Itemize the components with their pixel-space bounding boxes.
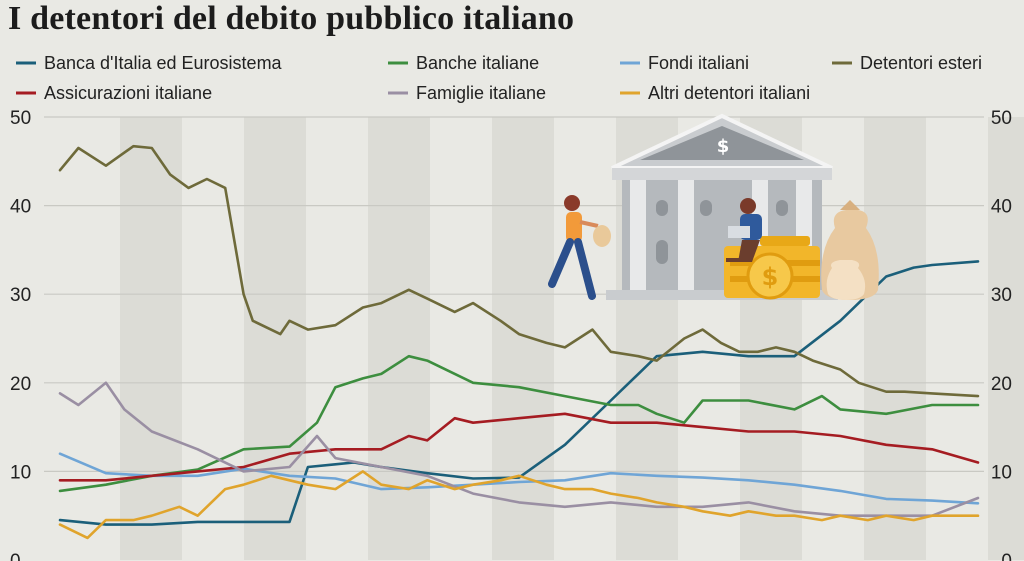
legend-label-5: Famiglie italiane: [416, 83, 546, 103]
y-tick-right: 0: [1001, 551, 1012, 561]
y-tick-left: 20: [10, 374, 31, 395]
legend-label-0: Banca d'Italia ed Eurosistema: [44, 53, 283, 73]
legend-label-2: Fondi italiani: [648, 53, 749, 73]
woman-running-icon: [548, 195, 611, 300]
y-tick-left: 40: [10, 197, 31, 218]
series-lines: [58, 144, 980, 540]
legend-label-1: Banche italiane: [416, 53, 539, 73]
series-line-3: [58, 144, 980, 398]
y-tick-left: 0: [10, 551, 21, 561]
series-line-4: [58, 412, 980, 482]
legend-label-4: Assicurazioni italiane: [44, 83, 212, 103]
y-axis-left: 0 10 20 30 40 50: [10, 108, 31, 561]
money-bag-icon: [821, 200, 879, 300]
bank-illustration: $ $: [548, 113, 879, 300]
stripe: [492, 117, 554, 560]
y-tick-left: 10: [10, 462, 31, 483]
y-tick-right: 30: [991, 285, 1012, 306]
legend-label-6: Altri detentori italiani: [648, 83, 810, 103]
y-tick-right: 40: [991, 197, 1012, 218]
y-tick-right: 50: [991, 108, 1012, 129]
background-stripes: [120, 117, 1024, 560]
series-line-1: [58, 354, 980, 493]
woman-laptop-icon: [726, 198, 762, 262]
stripe: [988, 117, 1024, 560]
series-line-2: [58, 452, 980, 505]
series-line-5: [58, 381, 980, 518]
stripe: [864, 117, 926, 560]
stripe: [244, 117, 306, 560]
y-tick-left: 50: [10, 108, 31, 129]
y-tick-right: 10: [991, 462, 1012, 483]
y-tick-right: 20: [991, 374, 1012, 395]
stripe: [120, 117, 182, 560]
dollar-icon: $: [711, 133, 735, 157]
y-axis-right: 0 10 20 30 40 50: [991, 108, 1012, 561]
legend: Banca d'Italia ed Eurosistema Banche ital…: [16, 53, 982, 103]
svg-text:$: $: [762, 263, 779, 291]
chart-title: I detentori del debito pubblico italiano: [8, 0, 575, 37]
series-line-6: [58, 470, 980, 540]
legend-label-3: Detentori esteri: [860, 53, 982, 73]
stripe: [368, 117, 430, 560]
svg-text:$: $: [717, 136, 730, 157]
y-tick-left: 30: [10, 285, 31, 306]
